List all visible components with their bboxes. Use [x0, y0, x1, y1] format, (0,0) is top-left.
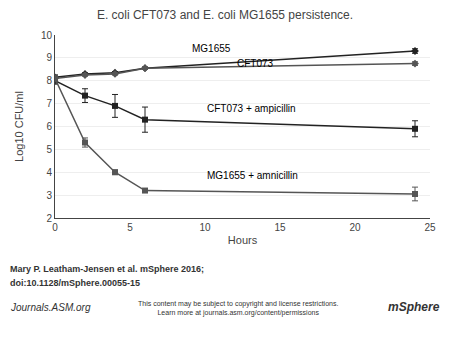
svg-text:doi:10.1128/mSphere.00055-15: doi:10.1128/mSphere.00055-15	[10, 278, 140, 288]
svg-text:5: 5	[127, 222, 133, 233]
svg-text:Mary P. Leatham-Jensen et al.: Mary P. Leatham-Jensen et al. mSphere 20…	[10, 264, 204, 274]
svg-text:4: 4	[46, 167, 52, 178]
svg-text:MG1655 + amnicillin: MG1655 + amnicillin	[207, 170, 298, 181]
svg-text:CFT073 + ampicillin: CFT073 + ampicillin	[207, 103, 296, 114]
svg-text:Log10 CFU/ml: Log10 CFU/ml	[13, 91, 25, 162]
svg-text:7: 7	[46, 98, 52, 109]
svg-text:Journals.ASM.org: Journals.ASM.org	[10, 302, 91, 313]
svg-text:mSphere: mSphere	[388, 300, 440, 314]
svg-text:15: 15	[274, 222, 286, 233]
svg-text:3: 3	[46, 190, 52, 201]
svg-text:Hours: Hours	[228, 234, 258, 246]
svg-text:MG1655: MG1655	[192, 43, 231, 54]
svg-text:CFT073: CFT073	[237, 58, 274, 69]
svg-text:0: 0	[52, 222, 58, 233]
svg-text:10: 10	[199, 222, 211, 233]
svg-text:8: 8	[46, 75, 52, 86]
svg-text:2: 2	[46, 213, 52, 224]
svg-text:10: 10	[41, 30, 53, 41]
svg-text:E. coli CFT073 and E. coli MG1: E. coli CFT073 and E. coli MG1655 persis…	[97, 8, 353, 22]
svg-text:20: 20	[349, 222, 361, 233]
svg-text:6: 6	[46, 121, 52, 132]
svg-text:This content may be subject to: This content may be subject to copyright…	[138, 300, 338, 317]
svg-text:5: 5	[46, 144, 52, 155]
svg-text:9: 9	[46, 52, 52, 63]
svg-text:25: 25	[424, 222, 436, 233]
